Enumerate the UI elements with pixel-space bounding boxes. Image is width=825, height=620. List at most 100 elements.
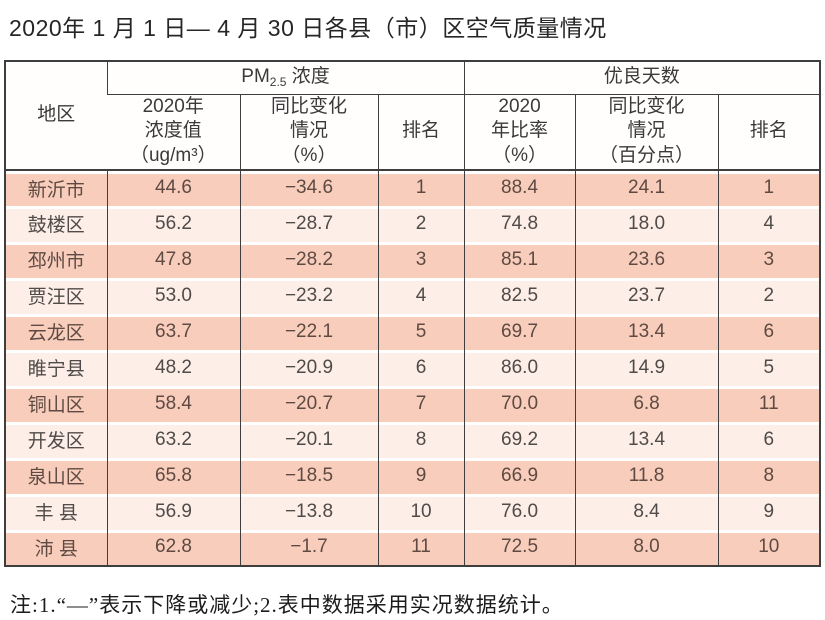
cell-days-yoy: 8.4 — [574, 493, 719, 530]
table-row: 贾汪区 53.0 −23.2 4 82.5 23.7 2 — [5, 277, 821, 314]
page-title: 2020年 1 月 1 日— 4 月 30 日各县（市）区空气质量情况 — [9, 15, 607, 41]
cell-days-rank: 4 — [717, 205, 821, 242]
cell-region: 云龙区 — [5, 313, 107, 350]
cell-region: 丰 县 — [5, 493, 107, 530]
cell-pm-value: 47.8 — [106, 241, 240, 278]
cell-region: 泉山区 — [5, 457, 107, 494]
cell-pm-value: 62.8 — [106, 529, 240, 566]
cell-pm-yoy: −28.2 — [239, 241, 378, 278]
cell-pm-value: 56.9 — [106, 493, 240, 530]
header-ratio: 2020 年比率 （%） — [463, 94, 576, 171]
cell-pm-yoy: −22.1 — [239, 313, 378, 350]
header-region: 地区 — [5, 61, 107, 171]
table-row: 丰 县 56.9 −13.8 10 76.0 8.4 9 — [5, 493, 821, 530]
table-row: 鼓楼区 56.2 −28.7 2 74.8 18.0 4 — [5, 205, 821, 242]
pm25-label-subscript: 2.5 — [269, 74, 287, 89]
cell-pm-value: 65.8 — [106, 457, 240, 494]
cell-days-rank: 8 — [717, 457, 821, 494]
cell-days-yoy: 18.0 — [574, 205, 719, 242]
cell-region: 开发区 — [5, 421, 107, 458]
cell-days-yoy: 13.4 — [574, 421, 719, 458]
cell-days-rank: 6 — [717, 421, 821, 458]
cell-ratio: 76.0 — [463, 493, 576, 530]
cell-days-yoy: 8.0 — [574, 529, 719, 566]
cell-days-yoy: 23.6 — [574, 241, 719, 278]
table-row: 邳州市 47.8 −28.2 3 85.1 23.6 3 — [5, 241, 821, 278]
cell-pm-rank: 11 — [377, 529, 465, 566]
cell-pm-value: 63.7 — [106, 313, 240, 350]
cell-ratio: 74.8 — [463, 205, 576, 242]
cell-pm-yoy: −20.7 — [239, 385, 378, 422]
cell-pm-rank: 9 — [377, 457, 465, 494]
table-row: 云龙区 63.7 −22.1 5 69.7 13.4 6 — [5, 313, 821, 350]
header-concentration: 2020年 浓度值 （ug/m³） — [107, 94, 240, 171]
cell-pm-yoy: −18.5 — [239, 457, 378, 494]
pm25-label-suffix: 浓度 — [286, 65, 330, 87]
cell-days-yoy: 13.4 — [574, 313, 719, 350]
cell-days-rank: 9 — [717, 493, 821, 530]
header-group-good-days: 优良天数 — [463, 61, 821, 95]
table-header: 地区 PM2.5 浓度 优良天数 2020年 浓度值 （ug/m³） 同比变化 … — [5, 61, 821, 171]
cell-pm-rank: 5 — [377, 313, 465, 350]
cell-ratio: 86.0 — [463, 349, 576, 386]
header-sub-row: 2020年 浓度值 （ug/m³） 同比变化 情况 （%） 排名 2020 年比… — [5, 94, 821, 171]
table-row: 铜山区 58.4 −20.7 7 70.0 6.8 11 — [5, 385, 821, 422]
cell-ratio: 85.1 — [463, 241, 576, 278]
cell-region: 鼓楼区 — [5, 205, 107, 242]
cell-days-rank: 5 — [717, 349, 821, 386]
table-row: 睢宁县 48.2 −20.9 6 86.0 14.9 5 — [5, 349, 821, 386]
cell-pm-rank: 4 — [377, 277, 465, 314]
cell-ratio: 66.9 — [463, 457, 576, 494]
cell-pm-value: 58.4 — [106, 385, 240, 422]
cell-pm-value: 44.6 — [106, 169, 240, 206]
cell-region: 邳州市 — [5, 241, 107, 278]
cell-days-rank: 3 — [717, 241, 821, 278]
cell-ratio: 70.0 — [463, 385, 576, 422]
cell-days-yoy: 11.8 — [574, 457, 719, 494]
footnote: 注:1.“—”表示下降或减少;2.表中数据采用实况数据统计。 — [10, 593, 564, 617]
cell-pm-rank: 6 — [377, 349, 465, 386]
pm25-label-prefix: PM — [241, 65, 270, 87]
header-pm-rank: 排名 — [377, 94, 465, 171]
header-days-yoy: 同比变化 情况 （百分点） — [574, 94, 719, 171]
cell-region: 铜山区 — [5, 385, 107, 422]
header-pm-yoy: 同比变化 情况 （%） — [239, 94, 378, 171]
cell-ratio: 69.2 — [463, 421, 576, 458]
cell-region: 新沂市 — [5, 169, 107, 206]
cell-pm-yoy: −34.6 — [239, 169, 378, 206]
cell-pm-yoy: −13.8 — [239, 493, 378, 530]
cell-ratio: 82.5 — [463, 277, 576, 314]
air-quality-table: 地区 PM2.5 浓度 优良天数 2020年 浓度值 （ug/m³） 同比变化 … — [4, 60, 822, 567]
table-row: 沛 县 62.8 −1.7 11 72.5 8.0 10 — [5, 529, 821, 566]
cell-pm-rank: 10 — [377, 493, 465, 530]
header-days-rank: 排名 — [717, 94, 821, 171]
cell-pm-rank: 3 — [377, 241, 465, 278]
cell-ratio: 72.5 — [463, 529, 576, 566]
cell-ratio: 69.7 — [463, 313, 576, 350]
cell-pm-yoy: −20.9 — [239, 349, 378, 386]
cell-days-rank: 1 — [717, 169, 821, 206]
cell-days-yoy: 6.8 — [574, 385, 719, 422]
cell-days-rank: 11 — [717, 385, 821, 422]
cell-pm-rank: 8 — [377, 421, 465, 458]
table-row: 新沂市 44.6 −34.6 1 88.4 24.1 1 — [5, 169, 821, 206]
cell-ratio: 88.4 — [463, 169, 576, 206]
cell-pm-value: 63.2 — [106, 421, 240, 458]
cell-days-yoy: 14.9 — [574, 349, 719, 386]
cell-pm-value: 53.0 — [106, 277, 240, 314]
table-row: 开发区 63.2 −20.1 8 69.2 13.4 6 — [5, 421, 821, 458]
cell-region: 贾汪区 — [5, 277, 107, 314]
cell-days-yoy: 23.7 — [574, 277, 719, 314]
header-group-row: 地区 PM2.5 浓度 优良天数 — [5, 61, 821, 171]
cell-pm-yoy: −20.1 — [239, 421, 378, 458]
cell-pm-value: 56.2 — [106, 205, 240, 242]
header-group-pm25: PM2.5 浓度 — [106, 61, 465, 95]
cell-region: 睢宁县 — [5, 349, 107, 386]
cell-days-rank: 2 — [717, 277, 821, 314]
cell-pm-value: 48.2 — [106, 349, 240, 386]
cell-region: 沛 县 — [5, 529, 107, 566]
cell-days-rank: 10 — [717, 529, 821, 566]
table-row: 泉山区 65.8 −18.5 9 66.9 11.8 8 — [5, 457, 821, 494]
cell-days-yoy: 24.1 — [574, 169, 719, 206]
cell-pm-rank: 7 — [377, 385, 465, 422]
